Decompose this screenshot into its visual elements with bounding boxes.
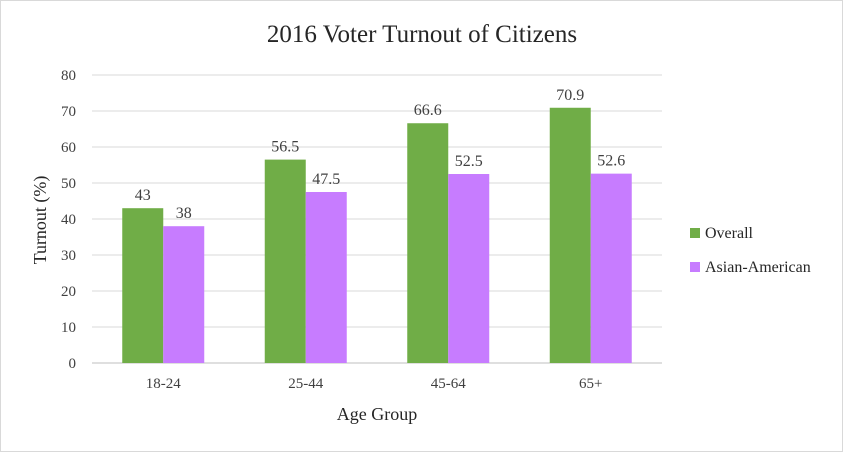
- bar-overall-45-64: [407, 123, 449, 364]
- y-axis-title: Turnout (%): [30, 176, 51, 265]
- data-label: 43: [135, 187, 151, 204]
- x-axis-ticks: 18-24 25-44 45-64 65+: [146, 376, 603, 392]
- y-axis-ticks: 0 10 20 30 40 50 60 70 80: [61, 68, 76, 372]
- bar-overall-25-44: [264, 159, 306, 363]
- bar-asian-american-25-44: [305, 192, 347, 363]
- chart-title: 2016 Voter Turnout of Citizens: [267, 21, 577, 48]
- y-tick-label: 30: [61, 248, 76, 264]
- y-tick-label: 10: [61, 320, 76, 336]
- x-tick-label: 25-44: [288, 376, 323, 392]
- bars: 43 38 56.5 47.5 66.6 52.5 70.9 52.6: [122, 87, 632, 364]
- legend-swatch: [690, 262, 700, 272]
- y-tick-label: 70: [61, 104, 76, 120]
- y-tick-label: 60: [61, 140, 76, 156]
- bar-overall-18-24: [122, 208, 164, 363]
- bar-overall-65-: [549, 107, 591, 363]
- legend-swatch: [690, 228, 700, 238]
- y-tick-label: 80: [61, 68, 76, 84]
- data-label: 70.9: [556, 87, 584, 104]
- x-axis-title: Age Group: [337, 404, 417, 424]
- y-tick-label: 20: [61, 284, 76, 300]
- y-tick-label: 50: [61, 176, 76, 192]
- x-tick-label: 18-24: [146, 376, 181, 392]
- bar-asian-american-65-: [590, 173, 632, 363]
- legend-label: Asian-American: [705, 259, 811, 276]
- legend-label: Overall: [705, 225, 754, 242]
- y-tick-label: 40: [61, 212, 76, 228]
- x-tick-label: 65+: [579, 376, 602, 392]
- x-tick-label: 45-64: [431, 376, 466, 392]
- data-label: 66.6: [414, 102, 442, 119]
- data-label: 38: [176, 205, 192, 222]
- data-label: 52.6: [597, 153, 625, 170]
- bar-asian-american-18-24: [163, 226, 205, 363]
- data-label: 47.5: [312, 171, 340, 188]
- y-tick-label: 0: [69, 356, 77, 372]
- bar-asian-american-45-64: [448, 174, 490, 363]
- data-label: 52.5: [455, 153, 483, 170]
- legend: Overall Asian-American: [690, 225, 811, 276]
- data-label: 56.5: [271, 139, 299, 156]
